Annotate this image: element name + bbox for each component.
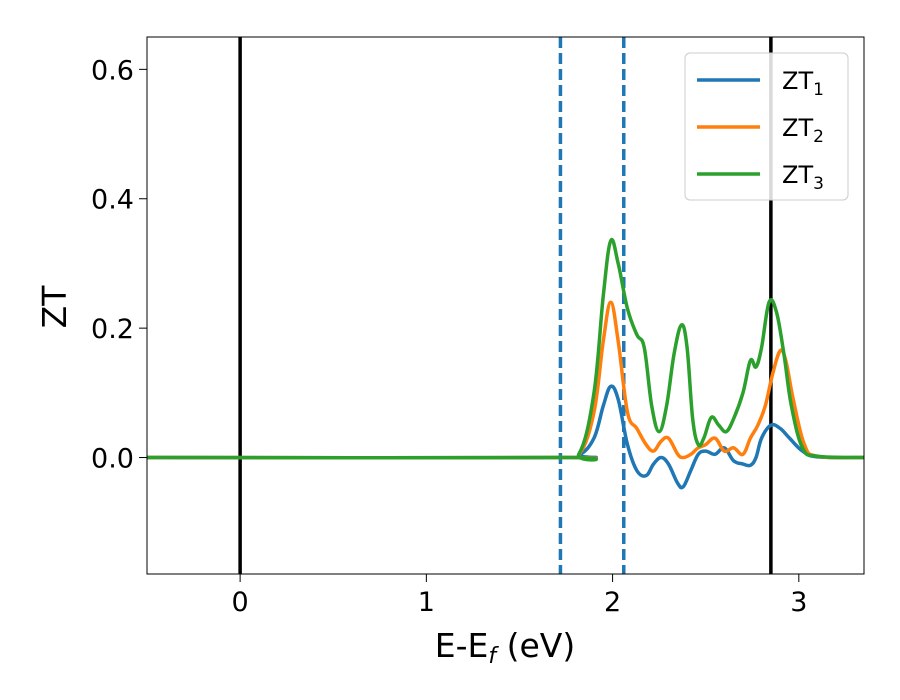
legend-box bbox=[684, 52, 849, 201]
series-line-1 bbox=[147, 384, 864, 490]
x-axis: 0 1 2 3 bbox=[232, 574, 807, 618]
x-axis-label-main: E-E bbox=[435, 626, 489, 665]
y-tick-label: 0.4 bbox=[91, 185, 134, 216]
y-tick-label: 0.0 bbox=[91, 444, 134, 475]
plot-frame bbox=[146, 36, 865, 575]
series-line-2 bbox=[147, 300, 864, 461]
legend: ZT1 ZT2 ZT3 bbox=[684, 52, 849, 201]
legend-label-1: ZT1 bbox=[782, 67, 824, 100]
y-tick-label: 0.2 bbox=[91, 314, 134, 345]
x-tick-label: 0 bbox=[232, 587, 249, 618]
y-tick-label: 0.6 bbox=[91, 55, 134, 86]
x-axis-label-subscript: f bbox=[488, 644, 499, 669]
series-line-3 bbox=[147, 237, 864, 462]
x-axis-label: E-Ef (eV) bbox=[435, 626, 575, 669]
series-layer bbox=[147, 237, 864, 490]
x-tick-label: 2 bbox=[604, 587, 621, 618]
y-axis: 0.0 0.2 0.4 0.6 bbox=[91, 55, 147, 475]
x-tick-label: 1 bbox=[418, 587, 435, 618]
x-tick-label: 3 bbox=[790, 587, 807, 618]
x-axis-label-unit: (eV) bbox=[496, 626, 575, 665]
legend-label-2: ZT2 bbox=[782, 114, 824, 147]
y-axis-label: ZT bbox=[35, 285, 74, 329]
legend-label-3: ZT3 bbox=[782, 161, 824, 194]
